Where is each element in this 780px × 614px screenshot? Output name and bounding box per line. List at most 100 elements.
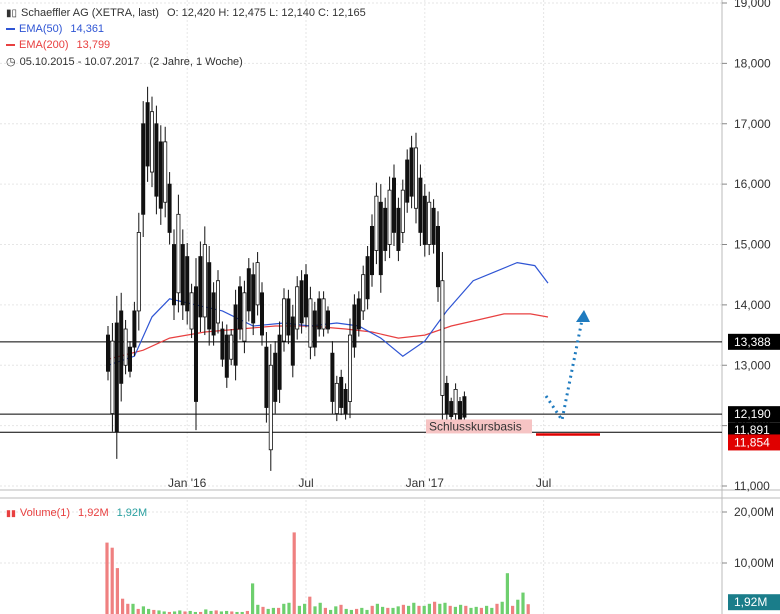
volume-bar-12 <box>167 611 171 614</box>
volume-legend: ▮▮ Volume(1) 1,92M 1,92M <box>6 507 147 519</box>
volume-bar-67 <box>453 606 457 614</box>
volume-bar-65 <box>443 602 447 614</box>
volume-bar-64 <box>438 603 442 614</box>
volume-bar-60 <box>417 605 421 614</box>
candle-body-8 <box>141 123 146 215</box>
candle-body-63 <box>383 207 388 251</box>
volume-bar-81 <box>526 604 530 614</box>
candle-body-44 <box>299 280 304 324</box>
candle-body-20 <box>193 286 198 402</box>
candle-body-22 <box>202 244 207 318</box>
candle-body-46 <box>308 298 313 348</box>
candle-body-66 <box>396 207 401 251</box>
y-tick-label-2: 17,000 <box>734 117 771 131</box>
candle-body-23 <box>207 262 212 330</box>
volume-bar-23 <box>225 610 229 614</box>
volume-bar-35 <box>287 602 291 614</box>
volume-last-bg <box>728 594 780 611</box>
candle-body-31 <box>242 292 247 342</box>
volume-bar-39 <box>308 596 312 614</box>
volume-bar-53 <box>381 606 385 614</box>
candle-body-80 <box>457 401 462 420</box>
volume-bar-19 <box>204 609 208 614</box>
volume-bar-18 <box>199 611 203 614</box>
volume-bar-5 <box>131 603 135 614</box>
annotation-bg <box>426 419 532 434</box>
volume-bar-13 <box>173 611 177 614</box>
clock-icon: ◷ <box>6 56 16 68</box>
y-tick-label-6: 13,000 <box>734 358 771 372</box>
y-tick-label-4: 15,000 <box>734 238 771 252</box>
candle-body-48 <box>317 298 322 330</box>
candle-body-12 <box>158 141 163 209</box>
candle-body-13 <box>163 141 168 203</box>
ema200-swatch <box>6 44 15 46</box>
candle-body-54 <box>343 388 348 414</box>
candle-body-30 <box>237 286 242 330</box>
volume-bar-68 <box>459 604 463 614</box>
candle-body-24 <box>211 292 216 336</box>
volume-bar-77 <box>505 573 509 614</box>
level-label-bg-3 <box>728 434 780 451</box>
volume-bar-3 <box>121 598 125 614</box>
ema50-swatch <box>6 28 15 30</box>
volume-bar-11 <box>162 611 166 614</box>
candle-body-9 <box>145 102 150 167</box>
candle-body-17 <box>180 244 185 306</box>
candle-body-53 <box>339 376 344 408</box>
candle-body-34 <box>255 262 260 306</box>
y-tick-label-0: 19,000 <box>734 0 771 10</box>
candle-body-58 <box>361 274 366 312</box>
candle-body-11 <box>154 123 159 197</box>
candle-body-52 <box>334 382 339 414</box>
volume-bar-22 <box>219 611 223 614</box>
volume-label: Volume(1) <box>19 507 71 519</box>
volume-bar-21 <box>214 610 218 614</box>
candle-body-61 <box>374 195 379 251</box>
candle-body-36 <box>264 346 269 408</box>
candle-body-70 <box>413 147 418 209</box>
y-tick-label-5: 14,000 <box>734 298 771 312</box>
y-tick-label-3: 16,000 <box>734 177 771 191</box>
range-legend: ◷ 05.10.2015 - 10.07.2017 (2 Jahre, 1 Wo… <box>6 55 243 69</box>
instrument-name: Schaeffler AG (XETRA, last) <box>21 7 159 19</box>
volume-bar-69 <box>464 605 468 614</box>
volume-bar-59 <box>412 602 416 614</box>
instrument-legend: ▮▯ Schaeffler AG (XETRA, last) O: 12,420… <box>6 7 366 19</box>
candle-body-45 <box>303 274 308 318</box>
volume-bar-72 <box>479 607 483 614</box>
candle-body-3 <box>119 310 124 384</box>
volume-bar-58 <box>407 605 411 614</box>
forecast-arrow-head <box>576 310 590 322</box>
candle-body-57 <box>356 298 361 330</box>
candle-body-4 <box>123 328 128 366</box>
volume-bar-14 <box>178 610 182 614</box>
volume-bar-50 <box>365 609 369 614</box>
candle-body-26 <box>220 328 225 360</box>
level-label-2: 11,891 <box>734 423 770 437</box>
volume-bar-49 <box>360 607 364 614</box>
volume-bar-10 <box>157 610 161 614</box>
candle-body-68 <box>405 159 410 203</box>
candle-body-74 <box>431 207 436 245</box>
candle-body-32 <box>246 268 251 312</box>
candle-body-59 <box>365 256 370 300</box>
candle-body-25 <box>215 280 220 324</box>
candle-body-16 <box>176 213 181 294</box>
volume-bar-54 <box>386 607 390 614</box>
candle-body-79 <box>453 388 458 414</box>
volume-bar-78 <box>511 605 515 614</box>
y-tick-label-1: 18,000 <box>734 56 771 70</box>
ema50-label: EMA(50) <box>19 23 63 35</box>
ohlc-values: O: 12,420 H: 12,475 L: 12,140 C: 12,165 <box>166 7 366 19</box>
volume-bar-71 <box>474 606 478 614</box>
ema200-legend: EMA(200) 13,799 <box>6 39 110 51</box>
candle-body-35 <box>259 292 264 336</box>
candle-body-73 <box>427 201 432 245</box>
level-label-bg-1 <box>728 406 780 423</box>
candle-body-49 <box>321 298 326 330</box>
candle-body-42 <box>290 316 295 366</box>
candle-body-40 <box>281 298 286 342</box>
candle-body-6 <box>132 310 137 348</box>
